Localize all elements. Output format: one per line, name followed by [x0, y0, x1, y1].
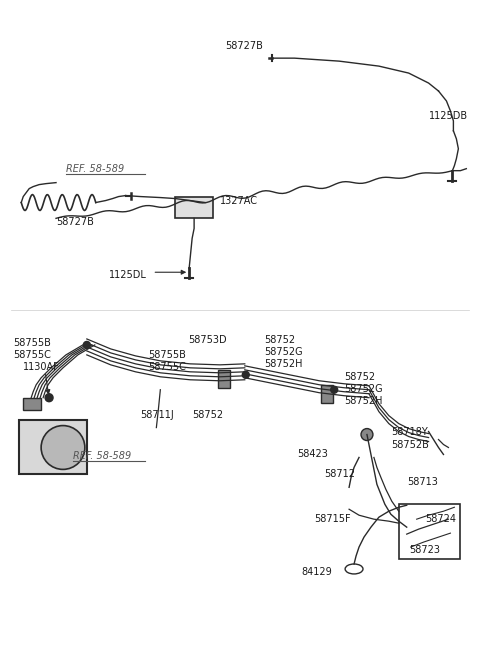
Text: 58755B: 58755B	[13, 338, 51, 348]
Bar	[23, 398, 41, 409]
Text: 58752: 58752	[192, 409, 223, 420]
Text: 1327AC: 1327AC	[220, 195, 258, 205]
Text: 58712: 58712	[324, 470, 355, 480]
Text: 1125DL: 1125DL	[108, 270, 146, 280]
Text: 58753D: 58753D	[188, 335, 227, 345]
Bar	[218, 370, 230, 388]
Text: 58752G: 58752G	[344, 384, 383, 394]
Text: 58723: 58723	[408, 545, 440, 555]
Text: 58713: 58713	[407, 478, 438, 487]
Circle shape	[41, 426, 85, 470]
Circle shape	[242, 371, 249, 379]
Bar	[19, 420, 87, 474]
Text: 58752G: 58752G	[264, 347, 303, 357]
Text: 58755C: 58755C	[148, 362, 186, 372]
Circle shape	[331, 386, 337, 393]
Bar	[321, 385, 333, 403]
Text: 58724: 58724	[426, 514, 456, 524]
Text: 58711J: 58711J	[141, 409, 174, 420]
Text: 58715F: 58715F	[314, 514, 351, 524]
Text: 58752H: 58752H	[344, 396, 383, 405]
Text: 1130AF: 1130AF	[23, 362, 60, 372]
Text: 58727B: 58727B	[225, 41, 263, 51]
Text: 58727B: 58727B	[56, 217, 94, 228]
Text: REF. 58-589: REF. 58-589	[73, 451, 131, 461]
Text: 58718Y: 58718Y	[391, 426, 428, 437]
Circle shape	[84, 341, 90, 348]
Text: REF. 58-589: REF. 58-589	[66, 163, 124, 174]
Text: 58752: 58752	[344, 372, 375, 382]
Bar	[175, 197, 213, 218]
Circle shape	[361, 428, 373, 441]
Text: 58755B: 58755B	[148, 350, 186, 360]
Text: 1125DB: 1125DB	[429, 111, 468, 121]
Text: 58755C: 58755C	[13, 350, 51, 360]
Text: 58752H: 58752H	[264, 359, 303, 369]
Text: 84129: 84129	[301, 567, 332, 577]
Text: 58752B: 58752B	[391, 440, 429, 449]
Text: 58423: 58423	[298, 449, 328, 459]
Ellipse shape	[345, 564, 363, 574]
Bar	[399, 504, 460, 559]
Text: 58752: 58752	[264, 335, 296, 345]
Circle shape	[45, 394, 53, 401]
